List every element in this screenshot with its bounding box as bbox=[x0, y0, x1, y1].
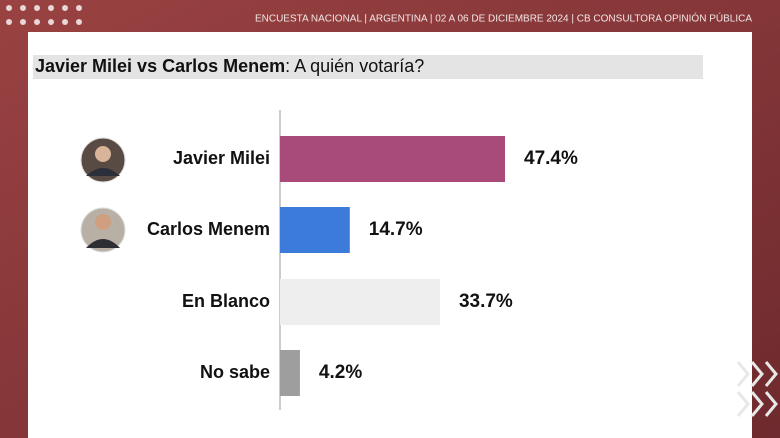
dots bbox=[6, 5, 82, 25]
bar bbox=[280, 350, 300, 396]
value-label: 4.2% bbox=[319, 362, 362, 383]
chart-title: Javier Milei vs Carlos Menem: A quién vo… bbox=[35, 56, 424, 76]
panel bbox=[28, 32, 752, 438]
bar bbox=[280, 207, 350, 253]
avatar bbox=[80, 207, 126, 253]
category-label: No sabe bbox=[200, 362, 270, 382]
value-label: 14.7% bbox=[369, 219, 423, 240]
category-label: En Blanco bbox=[182, 291, 270, 311]
avatar bbox=[80, 137, 126, 183]
header: ENCUESTA NACIONAL | ARGENTINA | 02 A 06 … bbox=[255, 12, 752, 25]
category-label: Carlos Menem bbox=[147, 219, 270, 239]
decoration bbox=[736, 361, 778, 417]
title-bold: Javier Milei vs Carlos Menem bbox=[35, 56, 285, 76]
title-rest: : A quién votaría? bbox=[285, 56, 424, 76]
title-bar bbox=[33, 55, 703, 79]
category-label: Javier Milei bbox=[173, 148, 270, 168]
value-label: 47.4% bbox=[524, 148, 578, 169]
value-label: 33.7% bbox=[459, 291, 513, 312]
bar bbox=[280, 136, 505, 182]
bar bbox=[280, 279, 440, 325]
